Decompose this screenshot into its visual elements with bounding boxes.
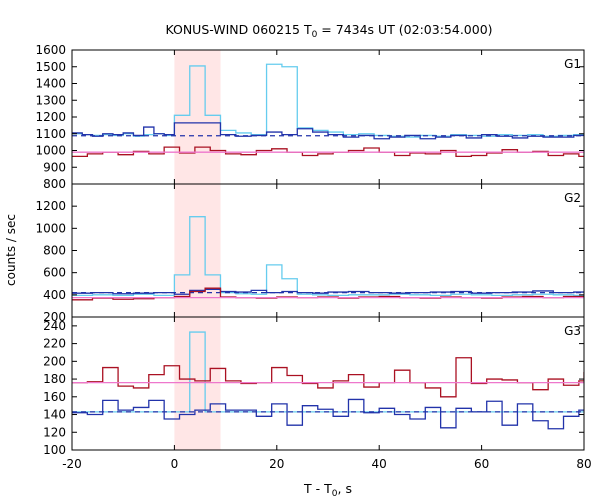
y-tick-label: 240	[43, 319, 66, 333]
y-tick-label: 1400	[35, 77, 66, 91]
x-axis-label-main: T - T	[303, 481, 332, 496]
y-tick-label: 160	[43, 390, 66, 404]
y-tick-label: 800	[43, 177, 66, 191]
y-tick-label: 120	[43, 425, 66, 439]
y-tick-label: 800	[43, 244, 66, 258]
panel-g2-series-0	[72, 216, 584, 297]
y-tick-label: 1000	[35, 144, 66, 158]
panel-g1-series-1	[72, 122, 584, 140]
x-axis-label-tail: , s	[338, 481, 352, 496]
panel-series-group	[72, 331, 584, 430]
chart-title: KONUS-WIND 060215 T0 = 7434s UT (02:03:5…	[165, 22, 492, 40]
chart-title-main: KONUS-WIND 060215 T	[165, 22, 311, 37]
y-tick-label: 140	[43, 408, 66, 422]
x-tick-label: -20	[62, 457, 82, 471]
panel-label-g1: G1	[564, 57, 581, 71]
y-axis-label: counts / sec	[4, 214, 18, 286]
panel-frame	[71, 316, 585, 451]
y-tick-label: 1600	[35, 43, 66, 57]
y-tick-label: 600	[43, 266, 66, 280]
panel-series-group	[72, 216, 584, 301]
x-tick-label: 80	[576, 457, 591, 471]
y-tick-label: 180	[43, 372, 66, 386]
chart-title-subscript: 0	[312, 30, 318, 40]
panel-series-group	[72, 63, 584, 158]
panel-g3-series-3	[72, 357, 584, 398]
x-axis-label-subscript: 0	[332, 489, 338, 499]
panel-g3: 100 120 140 160 180 200 220 240 G3	[43, 316, 585, 457]
y-tick-label: 1300	[35, 93, 66, 107]
y-tick-label: 200	[43, 354, 66, 368]
x-tick-label: 40	[372, 457, 387, 471]
y-tick-label: 1200	[35, 110, 66, 124]
panel-g1: 800 900 1000 1100 1200 1300 1400 1500 1600 G1	[35, 43, 585, 191]
y-tick-label: 1100	[35, 127, 66, 141]
y-tick-label: 900	[43, 160, 66, 174]
y-tick-label: 1200	[35, 199, 66, 213]
plot-area: 8009001000110012001300140015001600G12004…	[35, 43, 591, 471]
x-axis-label: T - T0, s	[303, 481, 352, 499]
panel-g3-series-1	[72, 398, 584, 430]
panel-label-g2: G2	[564, 191, 581, 205]
y-tick-label: 200	[43, 310, 66, 324]
trigger-interval-shade	[174, 50, 221, 450]
y-tick-label: 100	[43, 443, 66, 457]
chart-title-tail: = 7434s UT (02:03:54.000)	[317, 22, 492, 37]
y-tick-label: 1500	[35, 60, 66, 74]
panel-label-g3: G3	[564, 324, 581, 338]
x-tick-label: 0	[171, 457, 179, 471]
y-tick-label: 1000	[35, 221, 66, 235]
x-tick-label: 20	[269, 457, 284, 471]
y-tick-label: 220	[43, 337, 66, 351]
x-tick-label: 60	[474, 457, 489, 471]
y-tick-label: 400	[43, 288, 66, 302]
